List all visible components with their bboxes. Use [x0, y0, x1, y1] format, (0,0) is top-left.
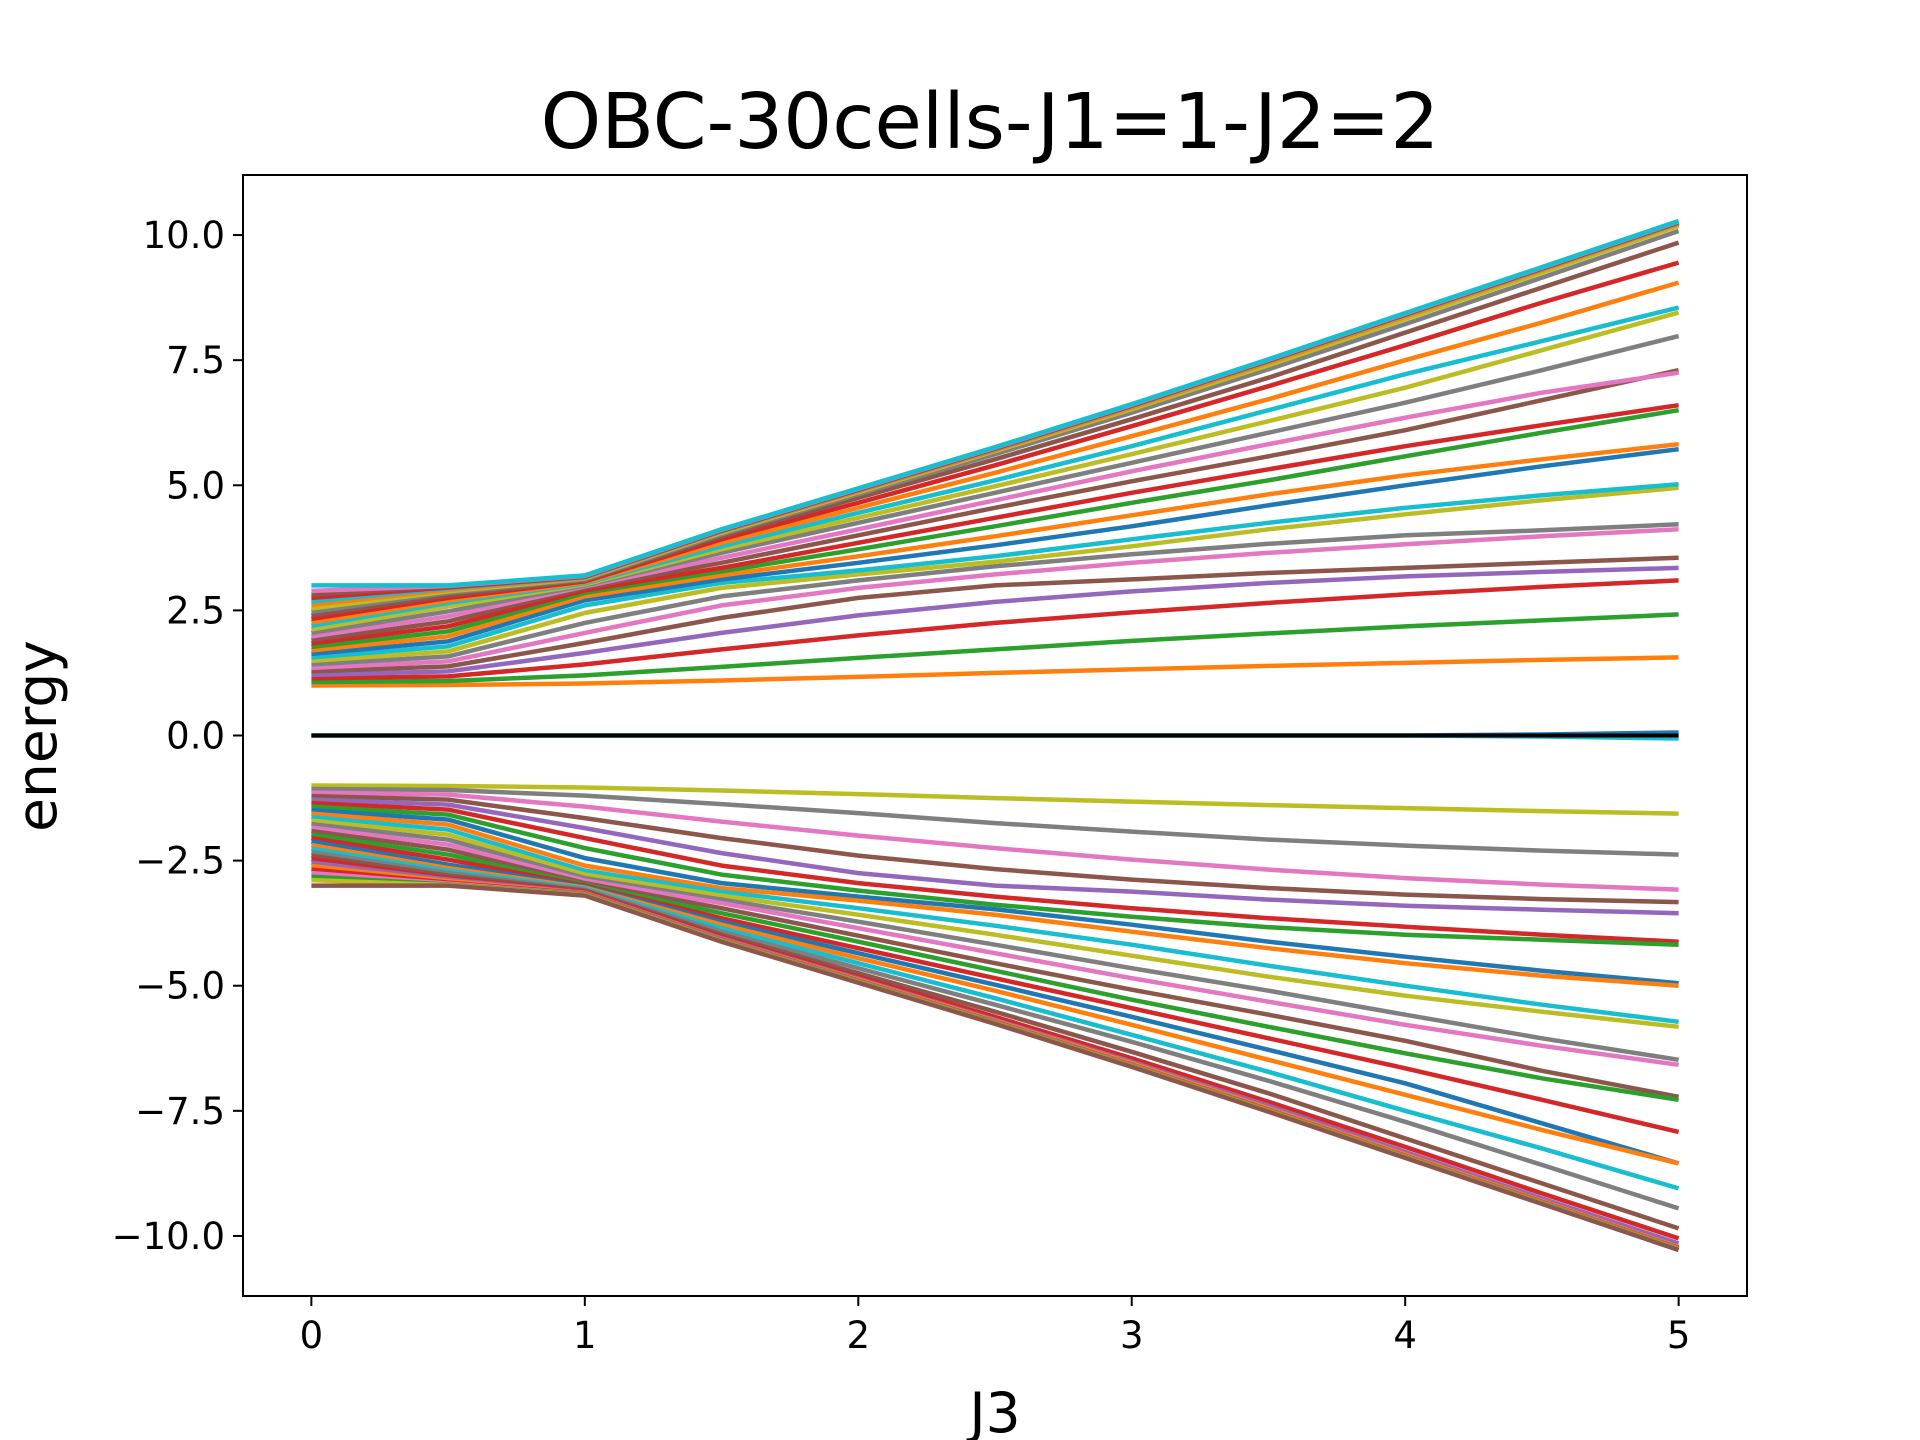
- y-axis-ticks: 10.0 7.5 5.0 2.5 0.0 −2.5 −5.0 −7.5 −10.0: [112, 214, 243, 1258]
- y-tick-label: 5.0: [166, 464, 225, 507]
- series-line-35: [311, 800, 1679, 944]
- series-line-10: [311, 446, 1679, 657]
- series-line-11: [311, 441, 1679, 653]
- y-tick-label: −7.5: [135, 1090, 225, 1133]
- series-line-6: [311, 527, 1679, 671]
- x-tick-label: 0: [300, 1314, 324, 1357]
- series-line-34: [311, 797, 1679, 916]
- y-tick-label: −2.5: [135, 840, 225, 883]
- x-axis-ticks: 0 1 2 3 4 5: [300, 1296, 1691, 1357]
- x-tick-label: 5: [1667, 1314, 1691, 1357]
- series-line-31: [311, 786, 1679, 857]
- x-tick-label: 4: [1393, 1314, 1417, 1357]
- x-axis-label: J3: [966, 1381, 1020, 1440]
- series-line-52: [311, 860, 1680, 1246]
- series-line-58: [311, 883, 1680, 1253]
- series-line-30: [311, 783, 1679, 816]
- series-line-3: [311, 578, 1679, 681]
- series-line-16: [311, 333, 1680, 636]
- series-line-7: [311, 522, 1679, 667]
- series-line-33: [311, 793, 1679, 905]
- series-line-38: [311, 811, 1679, 988]
- y-axis-label: energy: [5, 640, 69, 832]
- series-line-36: [311, 804, 1679, 947]
- y-tick-label: 10.0: [143, 214, 225, 257]
- series-layer: [311, 218, 1680, 1253]
- x-tick-label: 3: [1120, 1314, 1144, 1357]
- series-line-12: [311, 407, 1679, 650]
- series-line-1: [311, 655, 1679, 688]
- series-line-15: [311, 370, 1679, 639]
- series-line-32: [311, 790, 1679, 892]
- series-line-8: [311, 485, 1679, 664]
- y-tick-label: 7.5: [166, 339, 225, 382]
- series-line-43: [311, 828, 1680, 1100]
- series-line-37: [311, 807, 1679, 986]
- series-line-45: [311, 835, 1680, 1135]
- chart-title: OBC-30cells-J1=1-J2=2: [541, 78, 1440, 167]
- series-line-41: [311, 821, 1679, 1063]
- series-line-5: [311, 555, 1679, 674]
- series-line-2: [311, 612, 1679, 685]
- series-line-29: [311, 218, 1680, 588]
- y-tick-label: 0.0: [166, 715, 225, 758]
- x-tick-label: 1: [573, 1314, 597, 1357]
- y-tick-label: 2.5: [166, 589, 225, 632]
- series-line-13: [311, 402, 1679, 646]
- series-line-4: [311, 565, 1679, 678]
- series-line-40: [311, 818, 1679, 1030]
- series-line-39: [311, 814, 1679, 1025]
- y-tick-label: −5.0: [135, 965, 225, 1008]
- y-tick-label: −10.0: [112, 1215, 225, 1258]
- x-tick-label: 2: [846, 1314, 870, 1357]
- series-line-42: [311, 825, 1679, 1068]
- series-line-44: [311, 832, 1679, 1103]
- series-line-9: [311, 482, 1679, 660]
- series-line-14: [311, 368, 1680, 643]
